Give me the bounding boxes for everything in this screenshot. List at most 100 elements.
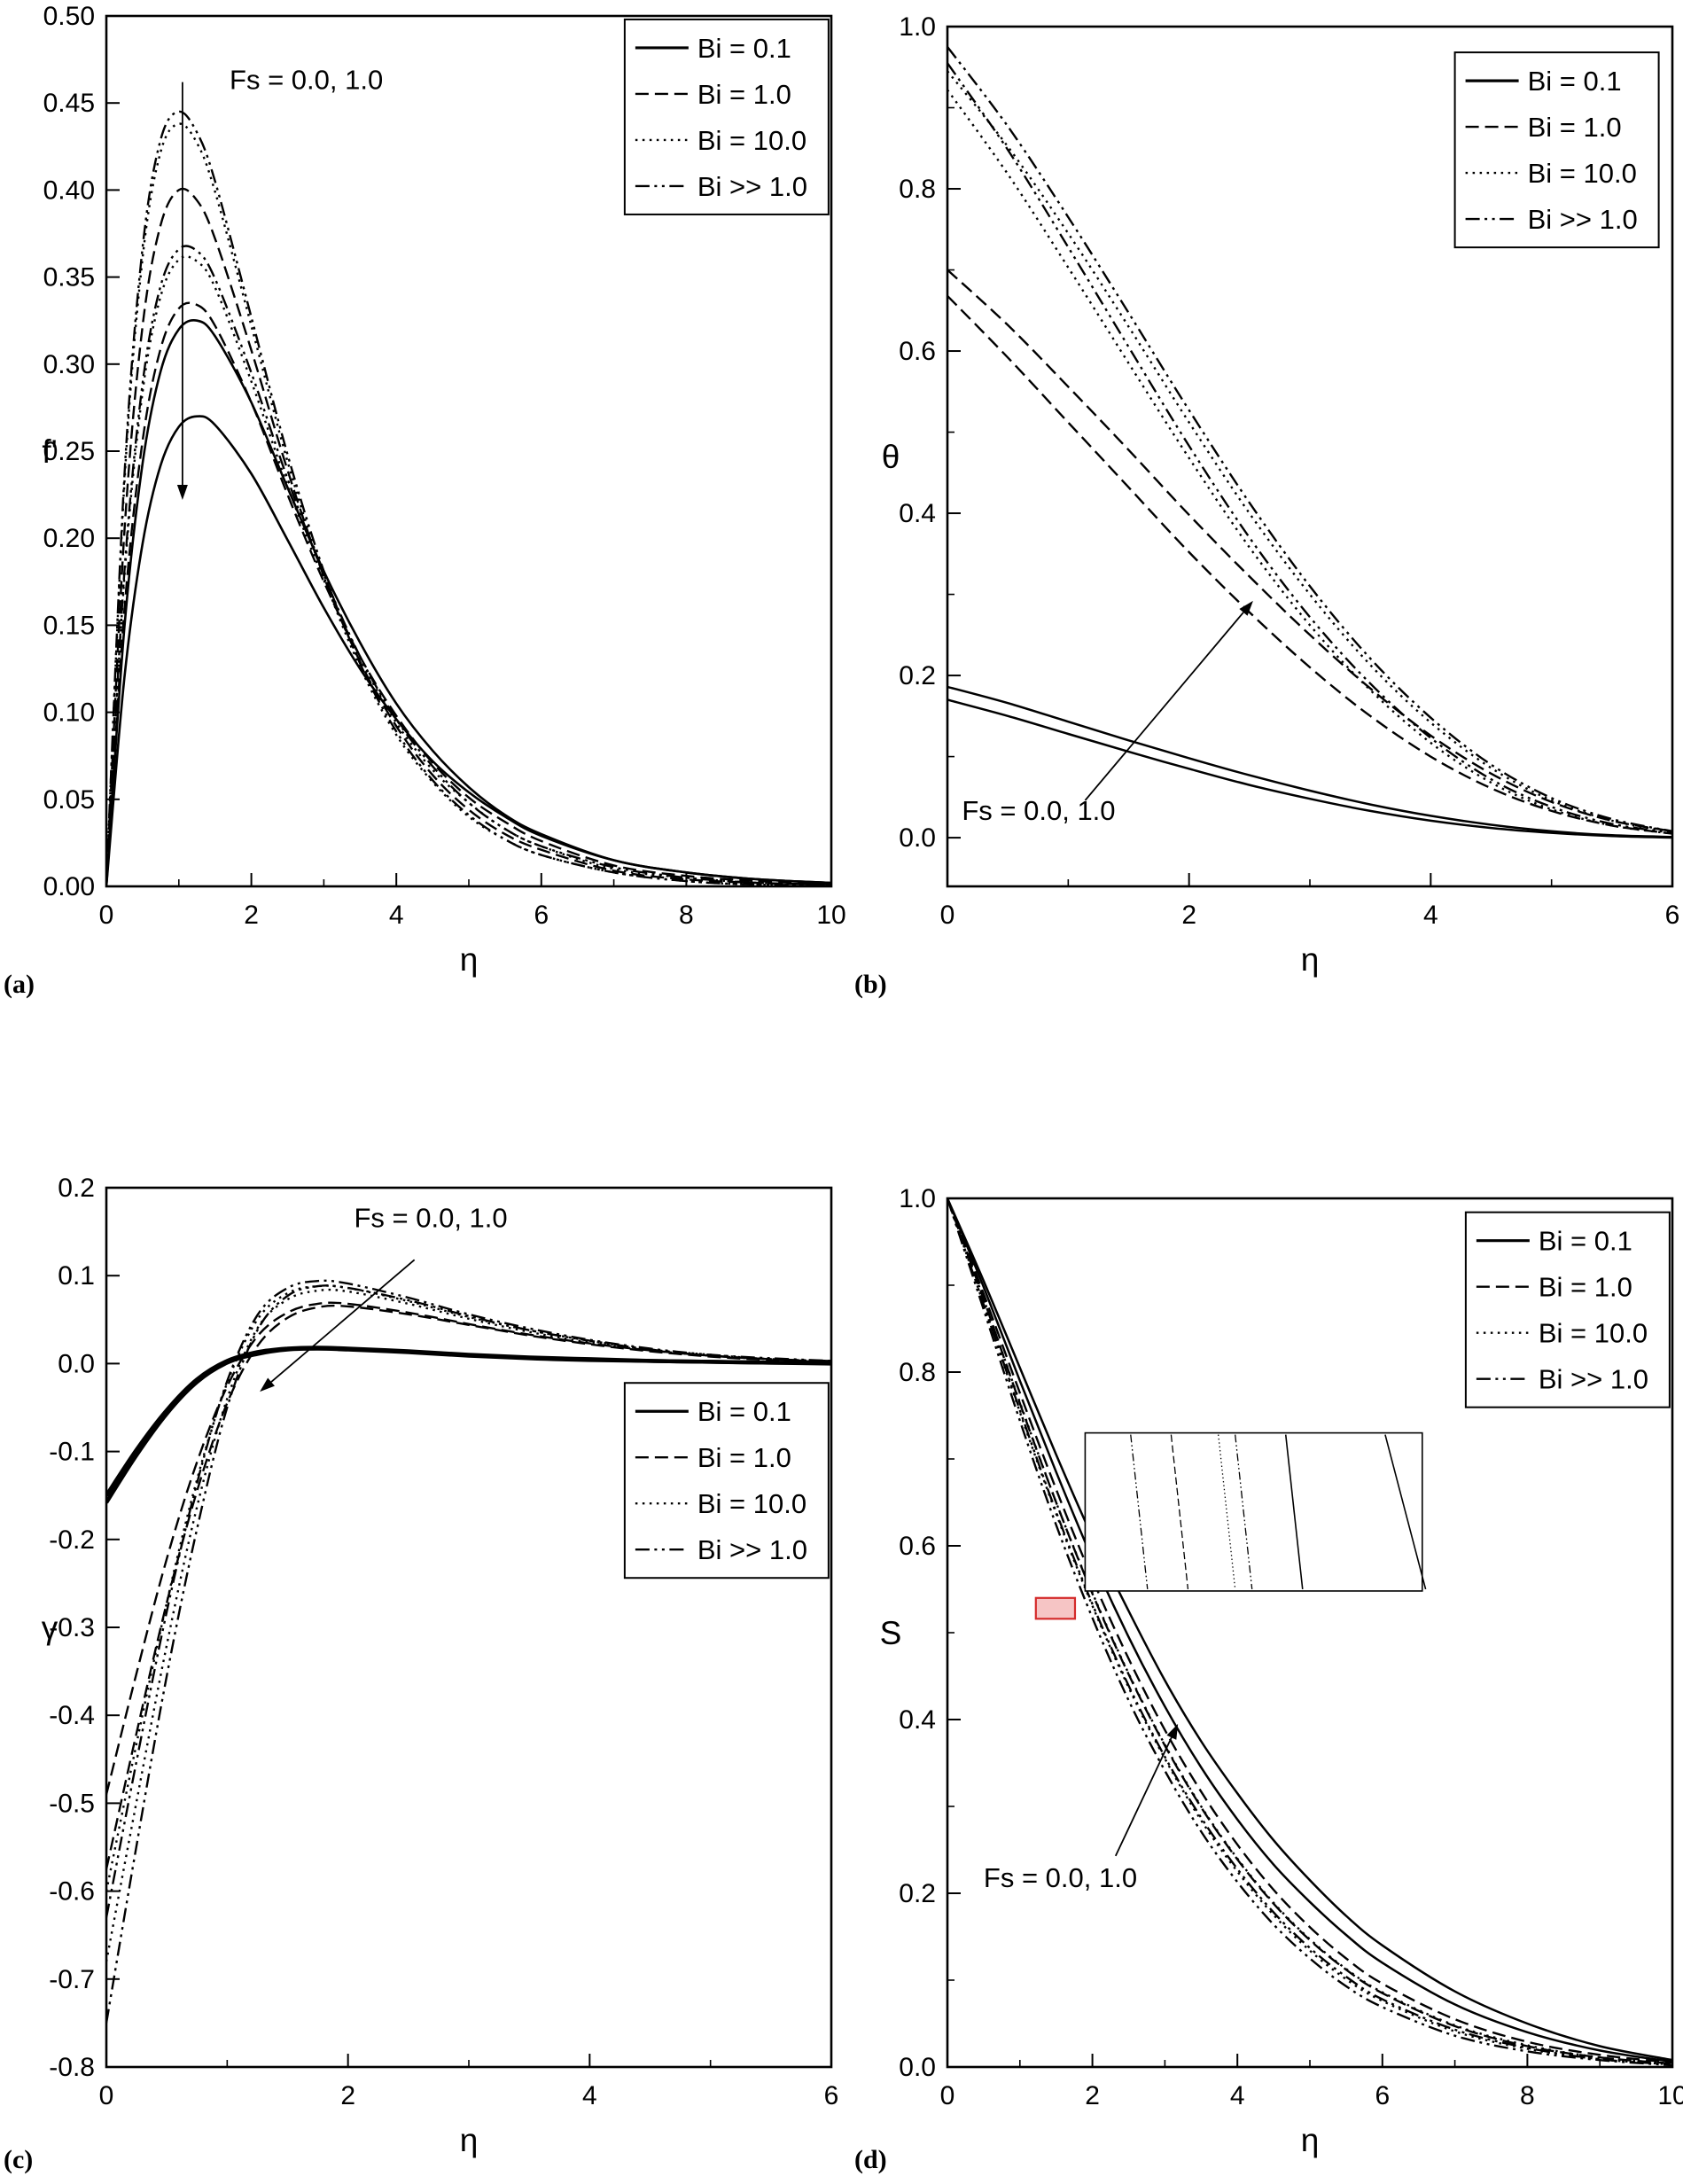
y-tick-label: -0.1 [49, 1438, 95, 1467]
y-tick-label: 0.6 [899, 337, 936, 366]
x-axis-label: η [1301, 941, 1320, 978]
panel-label-d: (d) [854, 2145, 887, 2174]
panel-label-a: (a) [4, 970, 35, 999]
x-tick-label: 10 [1657, 2081, 1683, 2110]
fs-arrow-line [270, 1259, 416, 1383]
y-tick-label: 0.2 [58, 1174, 95, 1203]
y-tick-label: 0.35 [43, 263, 95, 292]
y-tick-label: 0.8 [899, 175, 936, 204]
y-tick-label: 1.0 [899, 12, 936, 42]
y-tick-label: -0.4 [49, 1701, 95, 1730]
x-tick-label: 6 [1375, 2081, 1390, 2110]
x-tick-label: 2 [1181, 901, 1196, 930]
x-tick-label: 2 [340, 2081, 355, 2110]
y-tick-label: 0.40 [43, 176, 95, 205]
series-dashed [947, 294, 1672, 835]
legend-label: Bi >> 1.0 [1528, 204, 1638, 235]
series-group [947, 46, 1672, 839]
legend-label: Bi = 1.0 [697, 79, 791, 110]
series-solid [947, 698, 1672, 839]
x-tick-label: 0 [940, 901, 955, 930]
series-dotted [947, 1198, 1672, 2065]
series-solid [947, 1198, 1672, 2063]
series-dotted [106, 255, 831, 886]
legend: Bi = 0.1 Bi = 1.0 Bi = 10.0 Bi >> 1.0 [623, 1382, 830, 1580]
y-tick-label: 0.0 [58, 1349, 95, 1378]
y-tick-label: 1.0 [899, 1184, 936, 1213]
legend-box [1453, 51, 1660, 249]
legend-label: Bi >> 1.0 [1539, 1364, 1648, 1395]
inset-box [1084, 1431, 1423, 1592]
legend-label: Bi = 10.0 [1539, 1318, 1648, 1349]
legend-label: Bi = 0.1 [1539, 1226, 1632, 1257]
series-solid [106, 1346, 831, 1504]
series-solid [947, 1198, 1672, 2062]
legend: Bi = 0.1 Bi = 1.0 Bi = 10.0 Bi >> 1.0 [1453, 51, 1660, 249]
inset-line-dashdot [1235, 1434, 1253, 1590]
x-axis-label: η [460, 941, 479, 978]
legend-label: Bi >> 1.0 [697, 171, 807, 202]
x-tick-label: 2 [1085, 2081, 1100, 2110]
inset-line-solid [1284, 1434, 1304, 1590]
y-tick-label: 0.0 [899, 823, 936, 853]
x-tick-label: 6 [1665, 901, 1680, 930]
series-dashed [106, 301, 831, 886]
legend-label: Bi = 1.0 [1528, 112, 1622, 143]
x-tick-label: 4 [1230, 2081, 1245, 2110]
series-dashed [106, 187, 831, 886]
y-tick-label: -0.7 [49, 1965, 95, 1994]
series-dotted [106, 1284, 831, 1892]
series-group [947, 1198, 1672, 2067]
y-tick-label: 0.10 [43, 698, 95, 728]
series-dashed [947, 269, 1672, 832]
series-dashdot [106, 1284, 831, 2024]
series-dashdot [106, 245, 831, 886]
x-tick-label: 0 [940, 2081, 955, 2110]
legend-label: Bi = 1.0 [1539, 1272, 1632, 1303]
inset-line-dashdot [1130, 1434, 1149, 1590]
y-tick-label: 0.00 [43, 872, 95, 901]
y-tick-label: 0.4 [899, 1705, 936, 1735]
x-axis-label: η [460, 2122, 479, 2158]
series-group [106, 1279, 831, 2024]
y-tick-label: -0.2 [49, 1525, 95, 1555]
y-tick-label: 0.2 [899, 661, 936, 690]
fs-annotation: Fs = 0.0, 1.0 [230, 64, 383, 95]
y-tick-label: 0.45 [43, 89, 95, 118]
y-tick-label: 0.05 [43, 785, 95, 815]
x-tick-label: 6 [534, 901, 549, 930]
y-tick-label: 0.50 [43, 2, 95, 31]
fs-arrow-head [176, 484, 188, 500]
series-solid [106, 415, 831, 886]
inset-line-solid [1384, 1434, 1427, 1590]
fs-arrow-head [1166, 1723, 1179, 1740]
legend-label: Bi = 0.1 [697, 33, 791, 64]
legend-label: Bi = 10.0 [697, 1488, 806, 1519]
y-tick-label: -0.8 [49, 2053, 95, 2082]
panel-label-c: (c) [4, 2145, 34, 2174]
y-tick-label: 0.15 [43, 611, 95, 640]
y-tick-label: 0.8 [899, 1358, 936, 1387]
y-tick-label: 0.4 [899, 499, 936, 528]
x-tick-label: 0 [99, 901, 114, 930]
series-dashdot [947, 46, 1672, 832]
y-tick-label: 0.2 [899, 1879, 936, 1908]
fs-arrow-head [1239, 600, 1253, 616]
y-tick-label: 0.6 [899, 1532, 936, 1561]
legend-label: Bi = 0.1 [1528, 66, 1622, 97]
y-tick-label: -0.6 [49, 1877, 95, 1907]
x-tick-label: 10 [816, 901, 845, 930]
series-dotted [106, 122, 831, 886]
fs-arrow-line [1084, 612, 1244, 801]
x-axis-label: η [1301, 2122, 1320, 2158]
y-tick-label: -0.3 [49, 1613, 95, 1642]
x-tick-label: 0 [99, 2081, 114, 2110]
x-tick-label: 4 [1423, 901, 1438, 930]
y-tick-label: 0.30 [43, 350, 95, 379]
panel-c-chart: 0 2 4 6 -0.8 -0.7 -0.6 -0.5 -0.4 -0.3 -0.2 -0.1 0.0 0… [42, 1174, 839, 2158]
y-tick-label: 0.1 [58, 1261, 95, 1291]
legend-box [623, 1382, 830, 1580]
x-tick-label: 4 [582, 2081, 597, 2110]
x-tick-label: 8 [679, 901, 694, 930]
